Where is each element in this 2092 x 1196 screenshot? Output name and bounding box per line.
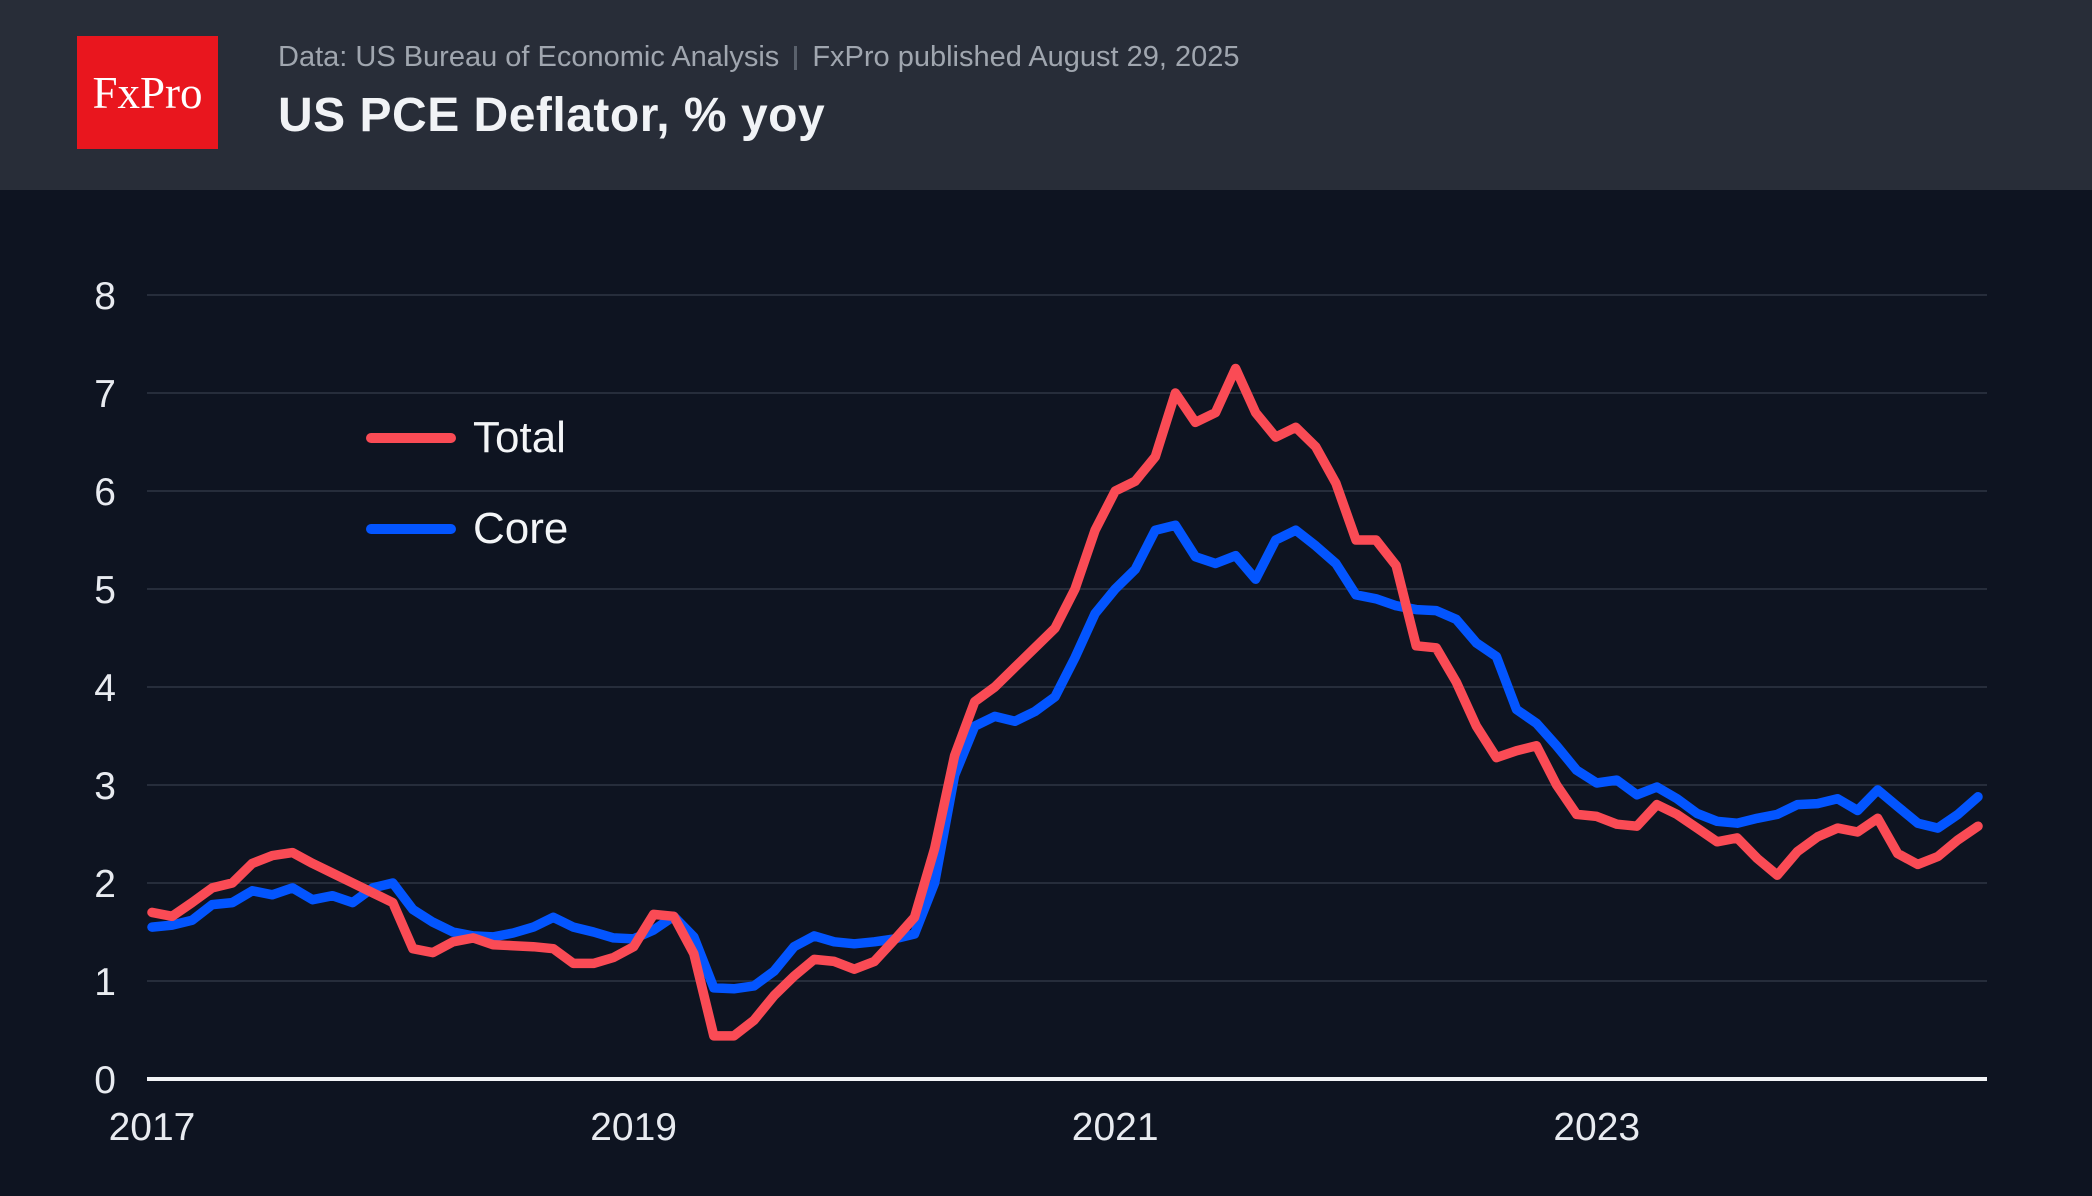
y-tick-label-1: 1	[94, 961, 116, 1004]
y-tick-label-0: 0	[94, 1059, 116, 1102]
y-tick-label-7: 7	[94, 373, 116, 416]
header-text-block: Data: US Bureau of Economic Analysis FxP…	[278, 41, 1240, 143]
y-tick-label-2: 2	[94, 863, 116, 906]
y-tick-label-5: 5	[94, 569, 116, 612]
x-tick-label-2021: 2021	[1072, 1106, 1159, 1149]
y-tick-label-4: 4	[94, 667, 116, 710]
legend-label-core: Core	[473, 504, 569, 553]
total-line-swatch	[366, 433, 456, 443]
data-source-text: Data: US Bureau of Economic Analysis	[278, 41, 780, 73]
header-bar: FxPro Data: US Bureau of Economic Analys…	[0, 0, 2092, 190]
y-tick-label-6: 6	[94, 471, 116, 514]
chart-legend: Total Core	[366, 412, 568, 594]
legend-label-total: Total	[473, 413, 566, 462]
total-data-line	[147, 363, 1983, 1041]
x-tick-label-2019: 2019	[590, 1106, 677, 1149]
core-data-line	[147, 520, 1983, 994]
source-line: Data: US Bureau of Economic Analysis FxP…	[278, 41, 1240, 74]
page-title: US PCE Deflator, % yoy	[278, 88, 826, 142]
x-tick-label-2023: 2023	[1553, 1106, 1640, 1149]
x-tick-label-2017: 2017	[109, 1106, 196, 1149]
core-line-swatch	[366, 524, 456, 534]
fxpro-logo-text: FxPro	[92, 67, 203, 118]
fxpro-logo: FxPro	[77, 36, 218, 149]
source-separator	[794, 45, 798, 70]
legend-item-total: Total	[366, 412, 568, 464]
y-tick-label-8: 8	[94, 275, 116, 318]
legend-item-core: Core	[366, 503, 568, 555]
y-tick-label-3: 3	[94, 765, 116, 808]
published-text: FxPro published August 29, 2025	[812, 41, 1240, 73]
